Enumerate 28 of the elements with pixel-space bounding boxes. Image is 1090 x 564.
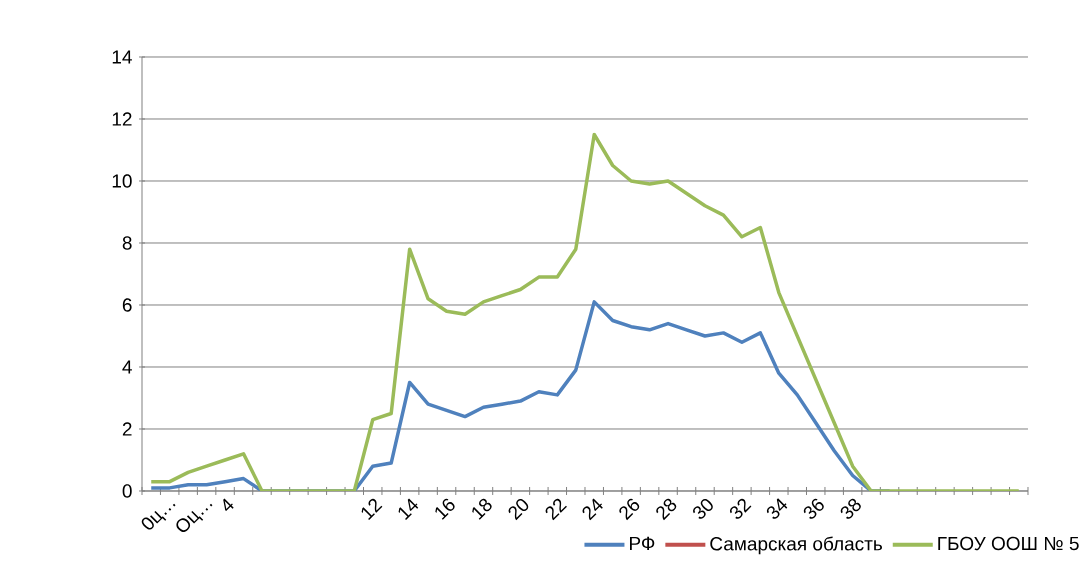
x-tick-label: 34 — [766, 498, 788, 519]
x-tick-label: 22 — [545, 498, 567, 521]
x-tick-label: 18 — [472, 498, 492, 520]
y-tick-label: 4 — [122, 360, 132, 374]
y-tick-label: 6 — [122, 298, 132, 312]
legend-label: Самарская область — [710, 536, 882, 555]
x-tick-label: Оц… — [176, 503, 213, 532]
x-tick-label: 4 — [223, 498, 234, 512]
x-tick-label: 28 — [656, 498, 677, 521]
x-tick-label: 16 — [435, 498, 455, 520]
x-tick-label: 32 — [729, 498, 752, 519]
x-tick-label: 0ц… — [141, 503, 176, 530]
legend-label: ГБОУ ООШ № 5 — [938, 536, 1079, 551]
legend-label: РФ — [630, 536, 655, 551]
x-tick-label: 24 — [582, 498, 603, 521]
x-tick-label: 20 — [508, 498, 529, 521]
x-tick-label: 14 — [398, 498, 419, 520]
y-tick-label: 8 — [122, 236, 132, 250]
y-tick-label: 14 — [112, 50, 132, 64]
y-tick-label: 10 — [112, 174, 132, 188]
x-tick-label: 30 — [693, 498, 713, 519]
y-tick-label: 0 — [122, 484, 132, 498]
x-tick-label: 26 — [619, 498, 640, 521]
y-tick-label: 12 — [112, 112, 132, 126]
x-tick-label: 36 — [803, 498, 824, 519]
y-tick-label: 2 — [122, 422, 132, 436]
x-tick-label: 38 — [840, 498, 861, 519]
x-tick-label: 12 — [361, 498, 383, 520]
